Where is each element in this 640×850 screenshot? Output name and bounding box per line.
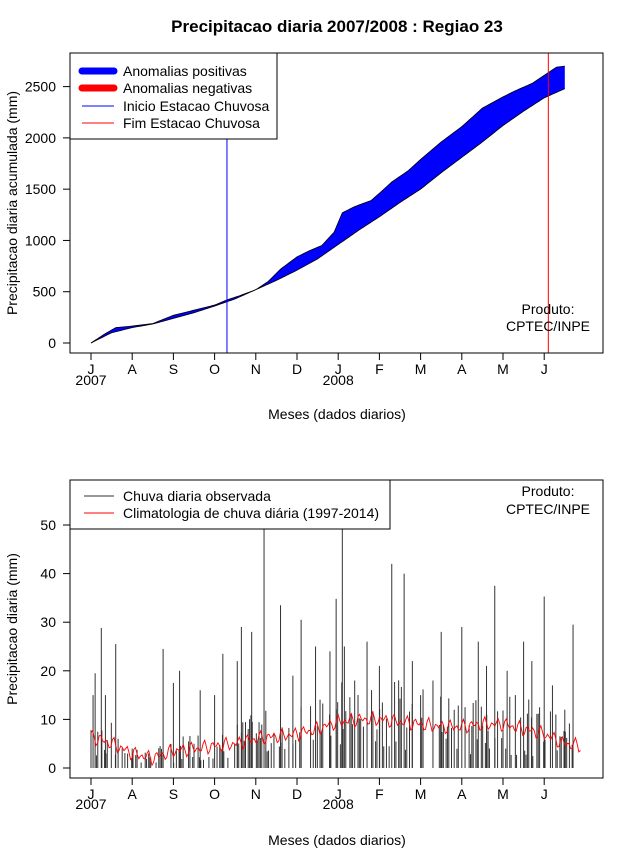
x-axis-label: Meses (dados diarios) [268, 832, 406, 848]
climatology-line [90, 710, 581, 767]
y-tick-label: 30 [40, 614, 56, 630]
legend-label-season-end: Fim Estacao Chuvosa [123, 115, 260, 131]
y-tick-label: 20 [40, 663, 56, 679]
legend: Chuva diaria observada Climatologia de c… [69, 479, 391, 530]
year-labels: 2007 2008 [75, 796, 354, 812]
observed-accumulated-line [90, 65, 565, 344]
x-tick-label: O [209, 786, 220, 802]
climatology-accumulated-line [90, 88, 565, 344]
product-annotation: Produto: CPTEC/INPE [506, 301, 590, 334]
x-tick-label: J [541, 361, 548, 377]
annotation-line-2: CPTEC/INPE [506, 501, 590, 517]
x-tick-label: N [251, 786, 261, 802]
x-tick-label: J [335, 786, 342, 802]
legend-label-positive: Anomalias positivas [123, 63, 247, 79]
x-tick-label: J [541, 786, 548, 802]
y-tick-label: 40 [40, 566, 56, 582]
product-annotation: Produto: CPTEC/INPE [506, 483, 590, 517]
y-tick-label: 1500 [25, 181, 56, 197]
y-tick-label: 1000 [25, 232, 56, 248]
year-label: 2007 [75, 796, 106, 812]
y-tick-label: 10 [40, 711, 56, 727]
positive-anomaly-area [91, 66, 565, 343]
y-tick-label: 0 [48, 335, 56, 351]
y-axis: 0 500 1000 1500 2000 2500 [25, 79, 71, 351]
y-tick-label: 50 [40, 517, 56, 533]
x-tick-label: M [415, 361, 427, 377]
x-tick-label: N [251, 361, 261, 377]
x-tick-label: A [128, 786, 138, 802]
x-tick-label: J [335, 361, 342, 377]
year-label: 2008 [323, 372, 354, 388]
legend-box [69, 479, 391, 530]
x-tick-label: A [128, 361, 138, 377]
x-tick-label: S [169, 786, 178, 802]
x-tick-label: M [497, 786, 509, 802]
x-tick-label: F [375, 786, 384, 802]
x-tick-label: A [457, 786, 467, 802]
anomaly-area [90, 65, 565, 344]
y-axis-label: Precipitacao diaria acumulada (mm) [4, 91, 20, 315]
x-tick-label: F [375, 361, 384, 377]
x-tick-label: J [88, 786, 95, 802]
x-tick-label: M [497, 361, 509, 377]
legend-label-negative: Anomalias negativas [123, 80, 252, 96]
chart-title: Precipitacao diaria 2007/2008 : Regiao 2… [171, 17, 503, 36]
legend-label-climatology: Climatologia de chuva diária (1997-2014) [123, 505, 379, 521]
x-tick-label: D [292, 786, 302, 802]
annotation-line-1: Produto: [522, 301, 575, 317]
year-label: 2007 [75, 372, 106, 388]
x-tick-label: S [169, 361, 178, 377]
legend-label-observed: Chuva diaria observada [123, 488, 271, 504]
x-tick-label: J [88, 361, 95, 377]
legend: Anomalias positivas Anomalias negativas … [69, 52, 278, 140]
x-tick-label: A [457, 361, 467, 377]
x-axis-label: Meses (dados diarios) [268, 406, 406, 422]
daily-precipitation-chart: J A S O N D J F M A M J 0 10 20 30 40 50 2007 2008 Precip… [4, 479, 604, 848]
annotation-line-1: Produto: [522, 483, 575, 499]
y-tick-label: 0 [48, 760, 56, 776]
y-tick-label: 2500 [25, 79, 56, 95]
y-axis-label: Precipitacao diaria (mm) [4, 553, 20, 705]
legend-box [69, 52, 278, 140]
y-tick-label: 2000 [25, 130, 56, 146]
year-label: 2008 [323, 796, 354, 812]
x-tick-label: M [415, 786, 427, 802]
annotation-line-2: CPTEC/INPE [506, 318, 590, 334]
climatology-daily-line [90, 710, 581, 767]
x-tick-label: D [292, 361, 302, 377]
y-tick-label: 500 [33, 284, 57, 300]
year-labels: 2007 2008 [75, 372, 354, 388]
x-tick-label: O [209, 361, 220, 377]
y-axis: 0 10 20 30 40 50 [40, 517, 71, 776]
legend-label-season-start: Inicio Estacao Chuvosa [123, 98, 270, 114]
daily-bars [90, 525, 574, 768]
